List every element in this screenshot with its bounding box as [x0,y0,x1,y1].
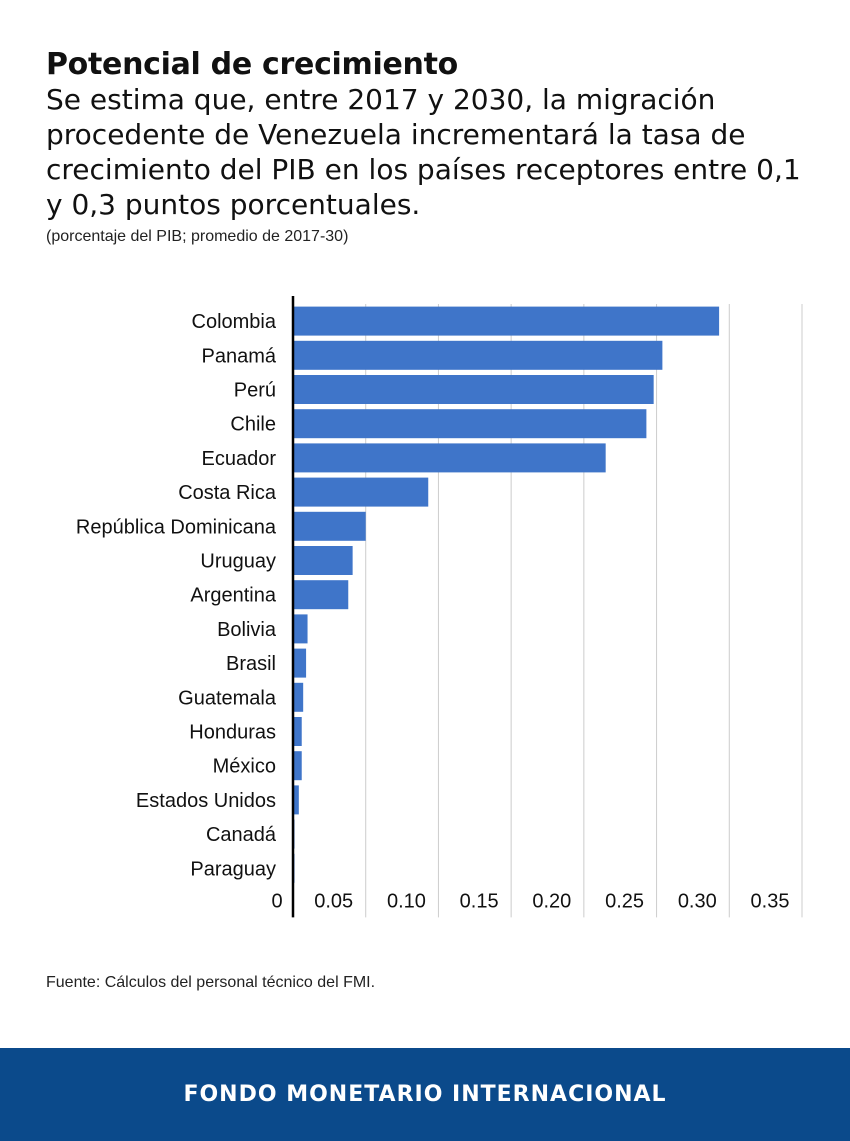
category-label: Honduras [189,722,276,744]
category-label: Ecuador [202,448,277,470]
category-label: Chile [230,414,276,436]
category-label: Canadá [206,824,277,846]
x-tick-label: 0.15 [460,890,499,912]
footer-banner: FONDO MONETARIO INTERNACIONAL [0,1048,850,1141]
organization-name: FONDO MONETARIO INTERNACIONAL [183,1082,667,1107]
bar-chart: Colombia Panamá Perú Chile Ecuador Costa Rica… [76,296,803,918]
source-note: Fuente: Cálculos del personal técnico de… [46,974,376,991]
category-label: México [213,756,276,778]
bar [293,648,307,678]
x-tick-label: 0.25 [605,890,644,912]
category-label: Colombia [192,311,277,333]
chart-title: Potencial de crecimiento [46,47,458,82]
category-label: Estados Unidos [136,790,276,812]
category-label: Brasil [226,653,276,675]
category-label: Perú [234,380,276,402]
bar [293,751,302,781]
chart-header: Potencial de crecimiento Se estima que, … [46,46,826,246]
category-label: Panamá [202,345,277,367]
bar [293,409,647,439]
bar [293,717,302,746]
x-tick-label: 0.30 [678,890,717,912]
chart-units-note: (porcentaje del PIB; promedio de 2017-30… [46,228,349,245]
bar [293,340,663,370]
category-label: Argentina [190,585,276,607]
bar [293,546,353,575]
category-label: Uruguay [200,551,276,573]
category-label: Guatemala [178,687,277,709]
bar [293,477,429,507]
bar [293,682,304,712]
category-label: Bolivia [217,619,277,641]
bar [293,443,606,473]
chart-subtitle: Se estima que, entre 2017 y 2030, la mig… [46,83,801,221]
bar [293,614,308,644]
bar [293,785,299,815]
bar [293,306,720,336]
bar [293,511,366,541]
x-tick-label: 0.10 [387,890,426,912]
x-tick-label: 0.05 [314,890,353,912]
category-label: Costa Rica [178,482,277,504]
bar [293,580,349,610]
x-tick-label: 0.35 [751,890,790,912]
category-label: Paraguay [190,858,276,880]
bar [293,375,654,404]
category-label: República Dominicana [76,516,277,538]
x-tick-label: 0 [271,890,282,912]
x-tick-label: 0.20 [532,890,571,912]
